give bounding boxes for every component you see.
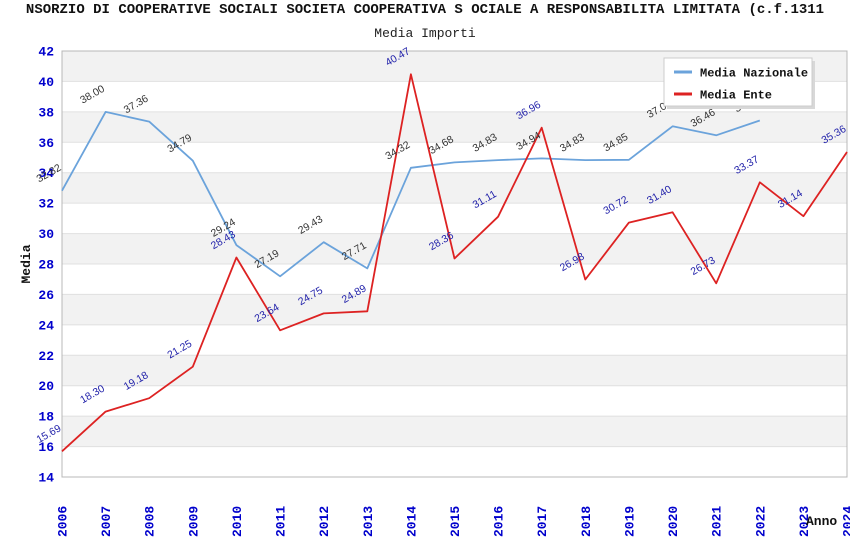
x-tick-label: 2015 bbox=[448, 506, 463, 537]
plot-band bbox=[62, 111, 847, 143]
y-tick-label: 38 bbox=[38, 105, 54, 120]
legend-box bbox=[663, 57, 813, 107]
legend-label-media-nazionale: Media Nazionale bbox=[700, 67, 808, 81]
series-line-media-ente bbox=[61, 73, 848, 452]
legend-label-media-ente: Media Ente bbox=[700, 89, 772, 103]
y-tick-label: 28 bbox=[38, 258, 54, 273]
y-tick-label: 22 bbox=[38, 349, 54, 364]
chart-subtitle-row: Media Importi bbox=[0, 26, 850, 44]
x-tick-label: 2007 bbox=[99, 506, 114, 537]
plot-band bbox=[62, 446, 847, 477]
x-tick-label: 2017 bbox=[535, 506, 550, 537]
plot-band bbox=[62, 416, 847, 447]
x-tick-label: 2021 bbox=[710, 506, 725, 537]
chart-title-row: NSORZIO DI COOPERATIVE SOCIALI SOCIETA C… bbox=[0, 2, 850, 22]
y-tick-label: 26 bbox=[38, 288, 54, 303]
plot-band bbox=[62, 172, 847, 204]
x-tick-label: 2009 bbox=[186, 506, 201, 537]
plot-band bbox=[62, 203, 847, 234]
x-tick-label: 2018 bbox=[579, 506, 594, 537]
plot-band bbox=[62, 355, 847, 386]
x-tick-label: 2013 bbox=[361, 506, 376, 537]
y-tick-label: 30 bbox=[38, 227, 54, 242]
y-tick-label: 36 bbox=[38, 136, 54, 151]
x-axis-title: Anno bbox=[806, 514, 837, 529]
y-tick-label: 14 bbox=[38, 471, 54, 486]
plot-band bbox=[62, 142, 847, 173]
x-tick-label: 2023 bbox=[797, 506, 812, 537]
x-tick-label: 2011 bbox=[274, 506, 289, 537]
y-tick-label: 42 bbox=[38, 45, 54, 60]
y-axis-title: Media bbox=[19, 244, 34, 283]
plot-band bbox=[62, 264, 847, 295]
y-tick-label: 16 bbox=[38, 440, 54, 455]
x-tick-label: 2022 bbox=[753, 506, 768, 537]
y-tick-label: 40 bbox=[38, 75, 54, 90]
x-tick-label: 2008 bbox=[143, 506, 158, 537]
plot-band bbox=[62, 324, 847, 356]
chart-subtitle: Media Importi bbox=[374, 26, 476, 41]
plot-band bbox=[62, 294, 847, 325]
y-tick-label: 18 bbox=[38, 410, 54, 425]
y-tick-label: 20 bbox=[38, 379, 54, 394]
x-tick-label: 2010 bbox=[230, 506, 245, 537]
y-tick-label: 24 bbox=[38, 318, 54, 333]
x-tick-label: 2024 bbox=[841, 506, 850, 537]
x-tick-label: 2020 bbox=[666, 506, 681, 537]
chart-title: NSORZIO DI COOPERATIVE SOCIALI SOCIETA C… bbox=[25, 2, 825, 18]
x-tick-label: 2019 bbox=[622, 506, 637, 537]
x-tick-label: 2006 bbox=[56, 506, 71, 537]
x-tick-label: 2012 bbox=[317, 506, 332, 537]
plot-band bbox=[62, 385, 847, 417]
x-tick-label: 2014 bbox=[404, 506, 419, 537]
x-tick-label: 2016 bbox=[492, 506, 507, 537]
plot-border bbox=[61, 50, 848, 478]
series-line-media-nazionale bbox=[61, 111, 761, 278]
data-label: 32.82 bbox=[35, 162, 64, 186]
y-tick-label: 32 bbox=[38, 197, 54, 212]
y-tick-label: 34 bbox=[38, 166, 54, 181]
